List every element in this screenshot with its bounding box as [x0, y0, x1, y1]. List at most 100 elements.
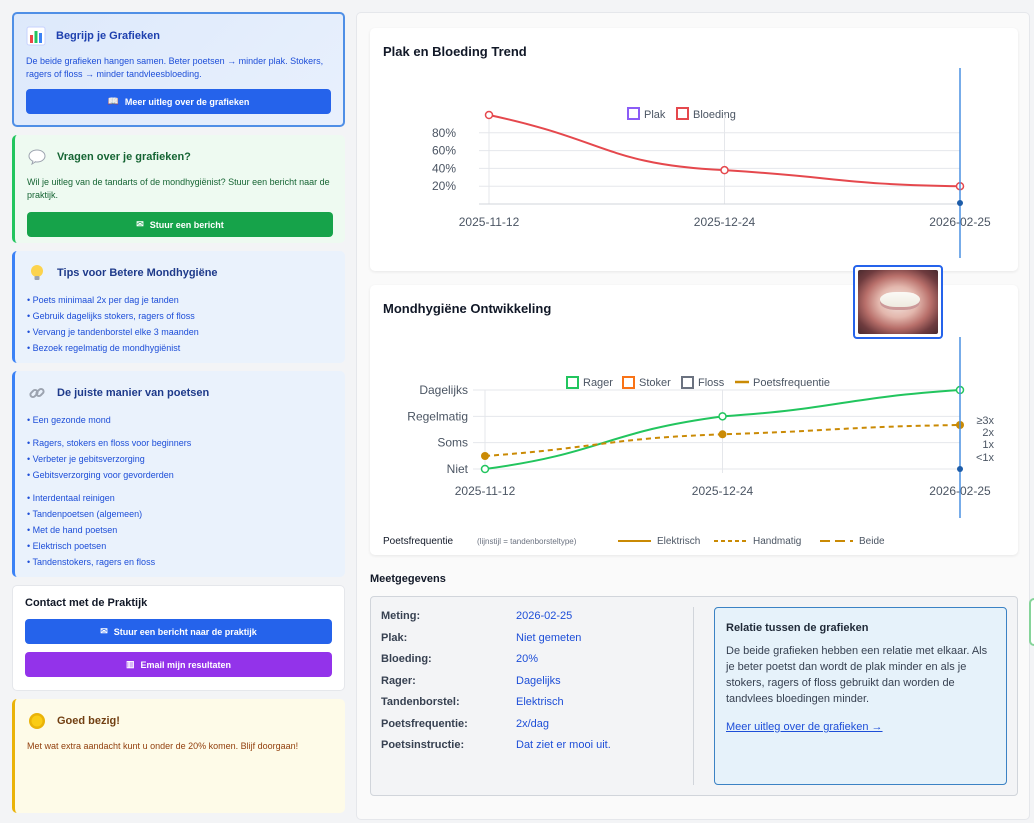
legend-swatch: [566, 376, 579, 389]
lightbulb-icon: [27, 263, 47, 283]
legend-swatch: [627, 107, 640, 120]
button-label: Email mijn resultaten: [140, 659, 232, 670]
y-tick-label-right: ≥3x: [976, 415, 994, 427]
card-text: Met wat extra aandacht kunt u onder de 2…: [27, 741, 299, 751]
list-item[interactable]: Ragers, stokers en floss voor beginners: [27, 435, 333, 451]
x-tick-label: 2025-12-24: [692, 484, 754, 498]
plak-bloeding-chart: Plak Bloeding 20% 40% 60% 80% 2025-11-12 2025-1…: [432, 68, 991, 258]
card-title: De juiste manier van poetsen: [57, 387, 210, 399]
card-title: Goed bezig!: [57, 715, 120, 727]
main-content: Plak en Bloeding Trend Plak Bloeding 20% 40…: [356, 12, 1030, 820]
relatie-title: Relatie tussen de grafieken: [726, 622, 869, 634]
chart-panel-plak-bloeding: Plak en Bloeding Trend Plak Bloeding 20% 40…: [370, 28, 1018, 271]
relatie-text: De beide grafieken hebben een relatie me…: [726, 645, 988, 705]
card-vragen: Vragen over je grafieken? Wil je uitleg …: [12, 135, 345, 243]
footer-style-label: Handmatig: [753, 536, 801, 547]
legend-label: Bloeding: [693, 109, 736, 121]
meet-value: 2026-02-25: [516, 610, 573, 622]
meet-key: Meting:: [381, 610, 421, 622]
y-tick-label-right: 1x: [982, 439, 994, 451]
y-tick-label: Regelmatig: [407, 409, 468, 423]
y-tick-label: 40%: [432, 161, 456, 175]
meet-value: Dat ziet er mooi uit.: [516, 739, 611, 751]
legend-label: Poetsfrequentie: [753, 377, 830, 389]
mail-icon: ✉: [136, 219, 144, 229]
card-contact: Contact met de Praktijk ✉ Stuur een beri…: [12, 585, 345, 691]
gold-medal-icon: [27, 711, 47, 731]
legend-label: Plak: [644, 109, 666, 121]
data-point-poetsfrequentie: [481, 452, 489, 460]
list-item[interactable]: Tandenpoetsen (algemeen): [27, 506, 333, 522]
y-tick-label: 20%: [432, 179, 456, 193]
sidebar: Begrijp je Grafieken De beide grafieken …: [12, 12, 345, 821]
list-item[interactable]: Bezoek regelmatig de mondhygiënist: [27, 340, 333, 356]
meet-value: 2x/dag: [516, 717, 550, 730]
meet-key: Tandenborstel:: [381, 696, 460, 708]
list-item[interactable]: Elektrisch poetsen: [27, 538, 333, 554]
meet-value: 20%: [516, 653, 539, 665]
current-date-dot: [957, 466, 963, 472]
y-tick-label: 80%: [432, 126, 456, 140]
chart-icon: ▥: [125, 659, 135, 669]
button-label: Meer uitleg over de grafieken: [124, 96, 250, 107]
legend-label: Floss: [698, 377, 725, 389]
link-list: Een gezonde mond: [27, 412, 333, 428]
y-tick-label: Niet: [447, 462, 469, 476]
y-tick-label-right: 2x: [982, 427, 994, 439]
stuur-bericht-button[interactable]: ✉ Stuur een bericht: [27, 212, 333, 237]
card-text: De beide grafieken hangen samen. Beter p…: [26, 56, 324, 79]
card-tips: Tips voor Betere Mondhygiëne Poets minim…: [12, 251, 345, 363]
meetgegevens-box: Meting: 2026-02-25 Plak: Niet gemeten Bloedi…: [370, 596, 1018, 796]
list-item[interactable]: Poets minimaal 2x per dag je tanden: [27, 292, 333, 308]
bar-chart-icon: [26, 26, 46, 46]
meet-key: Poetsinstructie:: [381, 739, 465, 751]
link-icon: [27, 383, 47, 403]
card-goed-bezig: Goed bezig! Met wat extra aandacht kunt …: [12, 699, 345, 813]
meetgegevens-title: Meetgegevens: [370, 573, 446, 585]
data-point-poetsfrequentie: [718, 430, 727, 439]
list-item[interactable]: Met de hand poetsen: [27, 522, 333, 538]
list-item[interactable]: Gebruik dagelijks stokers, ragers of flo…: [27, 308, 333, 324]
x-tick-label: 2025-12-24: [694, 215, 756, 229]
button-label: Stuur een bericht: [149, 219, 224, 230]
chart-title: Mondhygiëne Ontwikkeling: [383, 301, 552, 316]
chart-title: Plak en Bloeding Trend: [383, 44, 527, 59]
legend-label: Stoker: [639, 377, 671, 389]
card-title: Contact met de Praktijk: [25, 597, 148, 609]
meet-key: Plak:: [381, 631, 408, 644]
link-list: Ragers, stokers en floss voor beginnersV…: [27, 435, 333, 483]
meet-value: Niet gemeten: [516, 631, 582, 644]
card-title: Tips voor Betere Mondhygiëne: [57, 267, 218, 279]
card-text: Wil je uitleg van de tandarts of de mond…: [27, 177, 330, 200]
email-resultaten-button[interactable]: ▥ Email mijn resultaten: [25, 652, 332, 677]
mouth-photo-thumbnail[interactable]: [853, 265, 943, 339]
legend-swatch: [676, 107, 689, 120]
meet-value: Elektrisch: [516, 696, 564, 708]
y-tick-label: 60%: [432, 144, 456, 158]
list-item[interactable]: Tandenstokers, ragers en floss: [27, 554, 333, 570]
legend-label: Rager: [583, 377, 613, 389]
meer-uitleg-link[interactable]: Meer uitleg over de grafieken →: [726, 721, 883, 733]
list-item[interactable]: Gebitsverzorging voor gevorderden: [27, 467, 333, 483]
meet-key: Rager:: [381, 674, 416, 687]
legend-swatch: [622, 376, 635, 389]
meet-key: Bloeding:: [381, 653, 432, 665]
stuur-bericht-praktijk-button[interactable]: ✉ Stuur een bericht naar de praktijk: [25, 619, 332, 644]
legend-swatch: [681, 376, 694, 389]
meet-key: Poetsfrequentie:: [381, 717, 468, 730]
list-item[interactable]: Verbeter je gebitsverzorging: [27, 451, 333, 467]
meer-uitleg-button[interactable]: 📖 Meer uitleg over de grafieken: [26, 89, 331, 114]
button-label: Stuur een bericht naar de praktijk: [113, 626, 257, 637]
tips-list: Poets minimaal 2x per dag je tandenGebru…: [27, 292, 333, 356]
list-item[interactable]: Een gezonde mond: [27, 412, 333, 428]
data-point-bloeding: [720, 165, 729, 175]
envelope-icon: ✉: [100, 626, 108, 636]
side-tab[interactable]: [1029, 598, 1034, 646]
list-item[interactable]: Vervang je tandenborstel elke 3 maanden: [27, 324, 333, 340]
y-tick-label-right: <1x: [976, 452, 995, 464]
card-begrijp-grafieken: Begrijp je Grafieken De beide grafieken …: [12, 12, 345, 127]
y-tick-label: Dagelijks: [419, 383, 468, 397]
card-title: Begrijp je Grafieken: [56, 30, 160, 42]
footer-style-label: Beide: [859, 536, 885, 547]
list-item[interactable]: Interdentaal reinigen: [27, 490, 333, 506]
